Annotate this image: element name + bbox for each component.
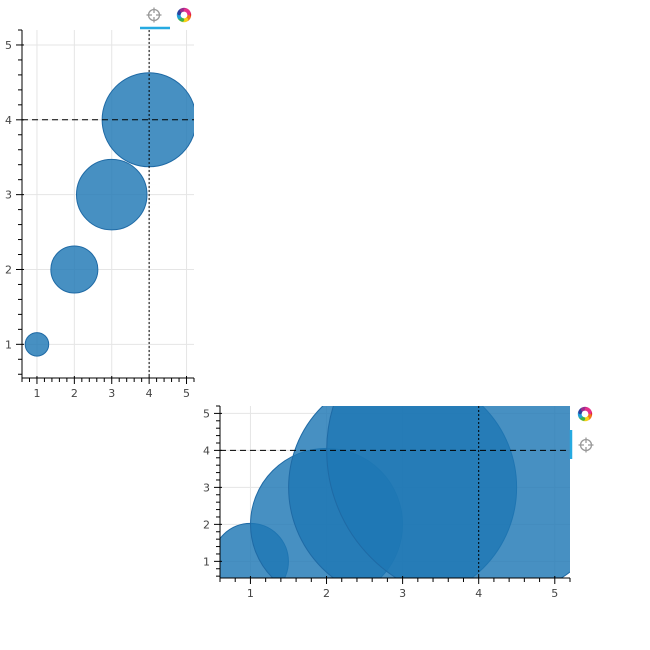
scatter-points — [220, 298, 631, 602]
y-tick-label: 3 — [203, 481, 210, 494]
y-tick-label: 1 — [5, 338, 12, 351]
crosshair-icon[interactable] — [578, 437, 594, 453]
x-axis: 1 2 3 4 5 — [219, 576, 571, 600]
chart-1: 1 2 3 4 5 1 2 3 4 5 — [5, 7, 195, 400]
y-tick-label: 3 — [5, 189, 12, 202]
y-axis: 1 2 3 4 5 — [203, 405, 222, 578]
scatter-points — [24, 72, 194, 357]
x-tick-label: 1 — [33, 387, 40, 400]
y-tick-label: 4 — [5, 114, 12, 127]
scatter-point[interactable] — [50, 245, 99, 294]
x-tick-label: 2 — [323, 587, 330, 600]
y-axis: 1 2 3 4 5 — [5, 29, 24, 378]
bokeh-logo-icon[interactable] — [176, 7, 192, 23]
scatter-point[interactable] — [75, 158, 148, 231]
crosshair — [22, 30, 194, 378]
chart-2: 1 2 3 4 5 1 2 3 4 5 — [203, 298, 631, 602]
x-tick-label: 3 — [399, 587, 406, 600]
x-tick-label: 5 — [183, 387, 190, 400]
bokeh-logo-icon[interactable] — [577, 406, 593, 422]
x-tick-label: 1 — [247, 587, 254, 600]
y-tick-label: 2 — [5, 263, 12, 276]
x-tick-label: 3 — [108, 387, 115, 400]
y-tick-label: 4 — [203, 444, 210, 457]
y-tick-label: 2 — [203, 518, 210, 531]
scatter-point[interactable] — [326, 298, 631, 602]
x-tick-label: 4 — [475, 587, 482, 600]
y-tick-label: 5 — [5, 39, 12, 52]
x-tick-label: 5 — [551, 587, 558, 600]
x-tick-label: 2 — [71, 387, 78, 400]
toolbar — [569, 406, 594, 459]
scatter-point[interactable] — [24, 332, 50, 357]
crosshair-icon[interactable] — [146, 7, 162, 23]
y-tick-label: 5 — [203, 407, 210, 420]
y-tick-label: 1 — [203, 555, 210, 568]
crosshair — [220, 406, 570, 578]
x-axis: 1 2 3 4 5 — [21, 376, 195, 400]
toolbar — [140, 7, 192, 30]
x-tick-label: 4 — [146, 387, 153, 400]
